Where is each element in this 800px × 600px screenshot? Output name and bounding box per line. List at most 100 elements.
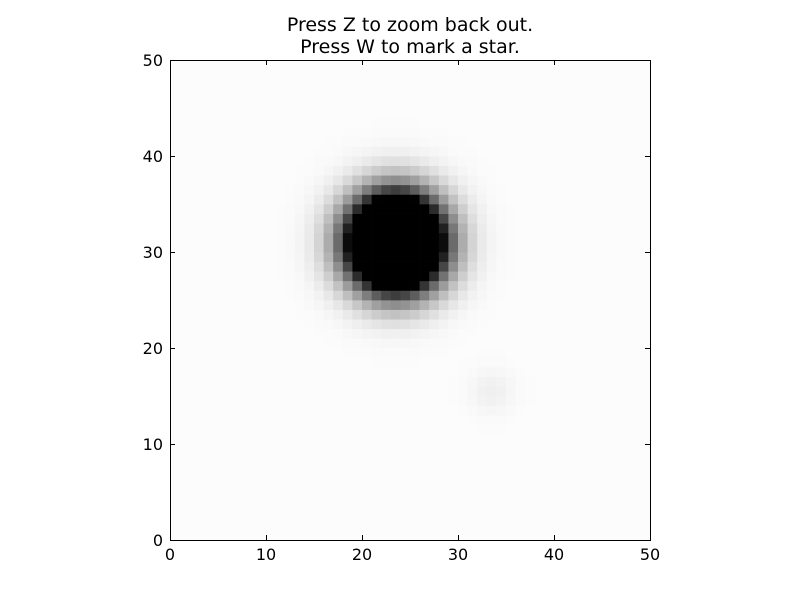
heatmap-cell [621, 146, 632, 157]
heatmap-cell [314, 60, 324, 70]
heatmap-cell [534, 127, 545, 138]
heatmap-cell [390, 492, 401, 502]
heatmap-cell [285, 386, 296, 397]
heatmap-cell [410, 165, 420, 176]
heatmap-cell [189, 252, 200, 262]
heatmap-cell [179, 386, 190, 397]
heatmap-cell [602, 194, 612, 205]
heatmap-cell [362, 252, 372, 262]
heatmap-cell [640, 261, 651, 272]
heatmap-cell [573, 453, 584, 464]
heatmap-cell [294, 271, 305, 282]
heatmap-cell [333, 348, 344, 358]
heatmap-cell [544, 309, 555, 320]
heatmap-cell [506, 376, 516, 387]
heatmap-cell [525, 357, 536, 368]
heatmap-cell [602, 271, 612, 282]
heatmap-cell [458, 98, 468, 109]
heatmap-cell [477, 146, 488, 157]
heatmap-cell [592, 184, 603, 195]
heatmap-cell [333, 194, 344, 205]
heatmap-cell [640, 424, 651, 435]
heatmap-cell [506, 194, 516, 205]
heatmap-cell [333, 434, 344, 445]
heatmap-cell [400, 79, 411, 90]
heatmap-cell [611, 338, 622, 349]
heatmap-cell [506, 424, 516, 435]
heatmap-cell [477, 501, 488, 512]
heatmap-cell [496, 319, 507, 330]
heatmap-cell [294, 444, 305, 454]
heatmap-cell [342, 252, 353, 262]
heatmap-cell [189, 98, 200, 109]
heatmap-cell [352, 79, 363, 90]
heatmap-cell [294, 213, 305, 224]
heatmap-cell [458, 376, 468, 387]
heatmap-cell [477, 156, 488, 166]
heatmap-cell [582, 348, 593, 358]
heatmap-cell [563, 386, 574, 397]
heatmap-cell [458, 271, 468, 282]
heatmap-cell [506, 328, 516, 339]
heatmap-cell [410, 472, 420, 483]
heatmap-cell [438, 405, 449, 416]
heatmap-cell [477, 165, 488, 176]
heatmap-cell [400, 424, 411, 435]
heatmap-cell [170, 511, 180, 522]
heatmap-cell [179, 213, 190, 224]
heatmap-cell [554, 338, 564, 349]
heatmap-cell [218, 386, 228, 397]
heatmap-cell [333, 482, 344, 493]
heatmap-cell [390, 127, 401, 138]
heatmap-cell [285, 146, 296, 157]
heatmap-cell [611, 501, 622, 512]
heatmap-cell [304, 88, 315, 99]
heatmap-cell [390, 530, 401, 541]
heatmap-cell [429, 127, 440, 138]
heatmap-cell [237, 309, 248, 320]
heatmap-cell [275, 146, 286, 157]
heatmap-cell [592, 511, 603, 522]
heatmap-cell [218, 434, 228, 445]
heatmap-cell [218, 338, 228, 349]
heatmap-cell [381, 463, 392, 474]
heatmap-cell [246, 520, 257, 531]
heatmap-cell [227, 492, 238, 502]
heatmap-cell [333, 472, 344, 483]
heatmap-cell [438, 136, 449, 147]
y-tick-label: 40 [143, 147, 163, 166]
heatmap-cell [390, 252, 401, 262]
heatmap-cell [496, 482, 507, 493]
heatmap-cell [486, 252, 497, 262]
heatmap-cell [294, 424, 305, 435]
heatmap-cell [256, 367, 267, 378]
heatmap-cell [266, 348, 276, 358]
heatmap-cell [534, 117, 545, 128]
heatmap-cell [294, 434, 305, 445]
heatmap-cell [515, 405, 526, 416]
heatmap-cell [237, 175, 248, 186]
heatmap-cell [477, 463, 488, 474]
heatmap-cell [582, 386, 593, 397]
heatmap-cell [227, 136, 238, 147]
heatmap-cell [534, 165, 545, 176]
heatmap-cell [304, 271, 315, 282]
heatmap-cell [582, 501, 593, 512]
heatmap-cell [592, 127, 603, 138]
heatmap-cell [563, 511, 574, 522]
heatmap-cell [342, 271, 353, 282]
heatmap-cell [256, 424, 267, 435]
heatmap-cell [467, 492, 478, 502]
heatmap-cell [352, 492, 363, 502]
heatmap-cell [170, 463, 180, 474]
heatmap-cell [640, 319, 651, 330]
heatmap-cell [410, 434, 420, 445]
heatmap-cell [448, 79, 459, 90]
heatmap-cell [544, 444, 555, 454]
heatmap-cell [438, 165, 449, 176]
heatmap-cell [342, 213, 353, 224]
heatmap-cell [534, 261, 545, 272]
heatmap-cell [448, 290, 459, 301]
heatmap-cell [477, 482, 488, 493]
heatmap-cell [506, 88, 516, 99]
